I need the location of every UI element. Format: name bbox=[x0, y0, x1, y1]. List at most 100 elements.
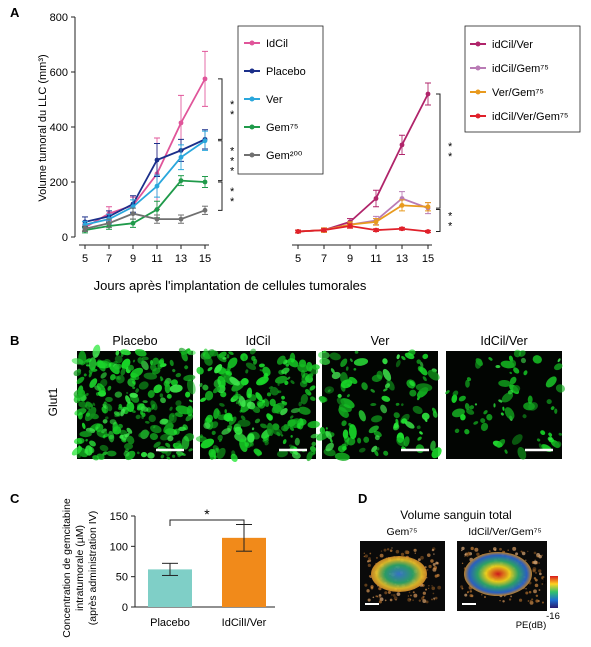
legend-label: idCil/Ver/Gem⁷⁵ bbox=[492, 111, 568, 123]
significance-star: * bbox=[448, 211, 453, 223]
glut1-signal bbox=[554, 408, 558, 414]
x-tick-label: 7 bbox=[321, 253, 327, 265]
tissue-speckle bbox=[525, 559, 527, 561]
glut1-signal bbox=[309, 385, 316, 391]
tissue-speckle bbox=[534, 578, 537, 581]
data-point bbox=[425, 229, 431, 234]
glut1-signal bbox=[143, 372, 158, 380]
tissue-speckle bbox=[534, 559, 536, 561]
glut1-signal bbox=[71, 446, 83, 456]
panel-b-condition-label: IdCil bbox=[245, 334, 270, 348]
glut1-signal bbox=[522, 414, 527, 419]
legend-box bbox=[237, 25, 324, 175]
glut1-signal bbox=[182, 424, 188, 431]
glut1-signal bbox=[175, 400, 182, 407]
glut1-signal bbox=[177, 454, 181, 458]
data-point bbox=[178, 154, 184, 160]
significance-star: * bbox=[230, 166, 235, 178]
tissue-speckle bbox=[378, 596, 381, 599]
glut1-signal bbox=[523, 370, 528, 376]
significance-star: * bbox=[230, 99, 235, 111]
legend-label: idCil/Ver bbox=[492, 39, 533, 51]
panel-a-right-axes: 5 7 9 11 13 15 bbox=[292, 244, 434, 265]
glut1-signal bbox=[147, 390, 155, 398]
glut1-signal bbox=[174, 440, 181, 447]
glut1-signal bbox=[371, 415, 383, 423]
tissue-speckle bbox=[383, 548, 387, 552]
glut1-signal bbox=[116, 375, 125, 384]
glut1-signal bbox=[509, 359, 517, 369]
significance-bracket bbox=[218, 140, 223, 182]
tissue-speckle bbox=[370, 585, 374, 589]
glut1-signal bbox=[253, 358, 258, 365]
tissue-speckle bbox=[422, 591, 426, 595]
colorbar-bottom-label: -16 bbox=[546, 611, 560, 622]
glut1-signal bbox=[373, 430, 382, 438]
glut1-signal bbox=[152, 357, 159, 365]
glut1-signal bbox=[112, 363, 122, 372]
panel-a-left-legend: IdCil Placebo Ver Gem⁷⁵ Gem²⁰⁰ bbox=[237, 25, 324, 175]
legend-marker bbox=[249, 96, 255, 102]
tissue-speckle bbox=[507, 549, 509, 551]
glut1-signal bbox=[547, 436, 553, 441]
glut1-signal bbox=[251, 427, 255, 431]
glut1-signal bbox=[126, 427, 133, 434]
glut1-signal bbox=[136, 403, 145, 411]
glut1-signal bbox=[370, 388, 375, 393]
glut1-signal bbox=[283, 401, 288, 406]
glut1-signal bbox=[496, 439, 506, 448]
glut1-signal bbox=[255, 392, 263, 402]
glut1-signal bbox=[329, 438, 333, 443]
glut1-signal bbox=[89, 440, 96, 447]
glut1-signal bbox=[187, 350, 196, 356]
tissue-speckle bbox=[386, 548, 390, 551]
glut1-signal bbox=[149, 433, 159, 441]
glut1-signal bbox=[290, 408, 301, 414]
y-tick-label: 50 bbox=[116, 572, 128, 584]
tissue-speckle bbox=[461, 549, 463, 552]
glut1-signal bbox=[475, 358, 483, 369]
tissue-speckle bbox=[467, 591, 469, 594]
glut1-signal bbox=[553, 363, 563, 371]
glut1-signal bbox=[319, 358, 331, 365]
tissue-speckle bbox=[464, 593, 468, 597]
glut1-signal bbox=[395, 359, 401, 368]
legend-marker bbox=[249, 152, 255, 158]
tissue-speckle bbox=[425, 600, 429, 604]
significance-bracket bbox=[436, 209, 441, 232]
tissue-speckle bbox=[391, 547, 393, 549]
data-point bbox=[154, 157, 160, 163]
glut1-signal bbox=[115, 350, 120, 356]
data-point bbox=[202, 179, 208, 185]
glut1-signal bbox=[493, 403, 496, 408]
glut1-signal bbox=[427, 369, 440, 381]
tissue-speckle bbox=[531, 598, 534, 601]
glut1-signal bbox=[167, 435, 174, 442]
glut1-signal bbox=[269, 386, 279, 396]
glut1-signal bbox=[409, 389, 417, 397]
tissue-speckle bbox=[428, 585, 430, 587]
tissue-speckle bbox=[538, 572, 542, 576]
tissue-speckle bbox=[518, 598, 523, 602]
glut1-signal bbox=[274, 375, 288, 384]
glut1-signal bbox=[113, 411, 120, 417]
glut1-signal bbox=[96, 453, 105, 460]
panel-a-left-axes: 5 7 9 11 13 15 0 200 400 600 800 bbox=[50, 12, 211, 265]
tissue-speckle bbox=[413, 548, 417, 552]
glut1-signal bbox=[421, 412, 430, 420]
glut1-signal bbox=[145, 420, 150, 424]
colorbar: 4 -16 PE(dB) bbox=[516, 576, 560, 631]
tissue-speckle bbox=[368, 559, 372, 563]
glut1-signal bbox=[243, 355, 247, 362]
micrograph-2 bbox=[195, 348, 320, 463]
tissue-speckle bbox=[480, 593, 483, 596]
glut1-signal bbox=[504, 449, 508, 454]
glut1-signal bbox=[319, 427, 326, 434]
glut1-signal bbox=[396, 437, 406, 447]
data-point bbox=[202, 76, 208, 82]
glut1-signal bbox=[288, 444, 293, 448]
glut1-signal bbox=[269, 398, 276, 407]
panel-d-label-1: Gem⁷⁵ bbox=[387, 526, 418, 538]
micrograph-4 bbox=[445, 349, 565, 460]
tissue-speckle bbox=[525, 591, 529, 595]
